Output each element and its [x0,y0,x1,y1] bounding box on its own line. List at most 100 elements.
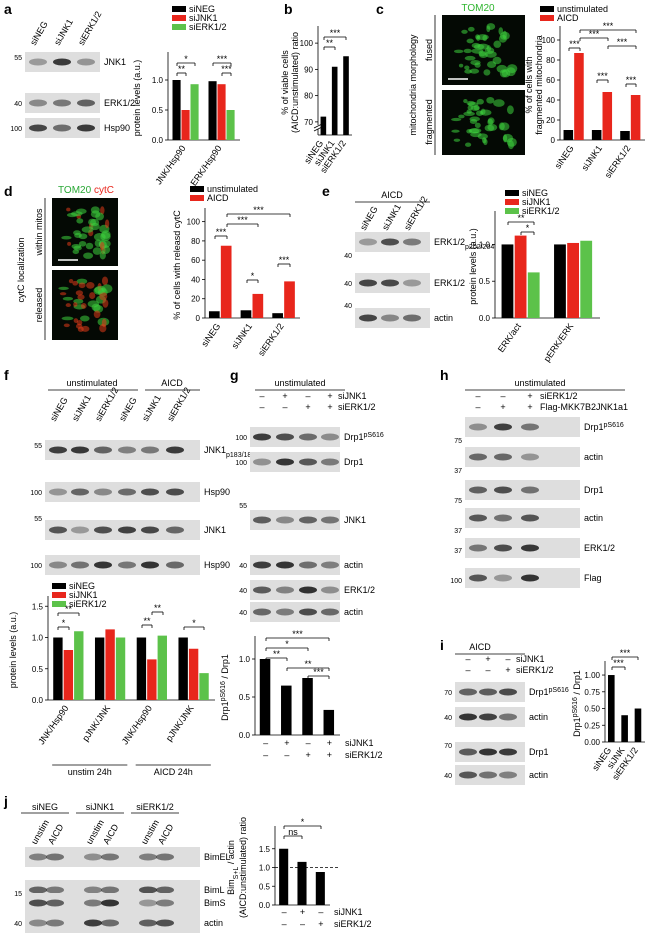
y-axis-label: % of viable cells [280,50,290,115]
mw-marker: 55 [239,503,247,510]
bar [302,678,313,735]
band-label: BimL [204,885,225,895]
y-axis-label-part: Drp1 [220,701,230,721]
y-tick-label: 1.0 [32,634,44,643]
blot-band [521,574,539,582]
significance-label: ** [154,603,162,613]
sign: – [305,391,310,401]
y-tick-label: 1.0 [152,76,164,85]
y-tick-label: 70 [304,118,313,127]
organelle [73,230,81,236]
band-label-part: pS616 [549,687,569,694]
blot-band [156,886,174,894]
organelle [66,207,71,212]
bar [608,675,615,742]
band-label-part: actin [434,313,453,323]
bar [74,631,84,700]
blot-band [156,853,174,861]
y-axis-label-part: pS616 [220,681,227,701]
blot-band [141,561,159,569]
y-tick-label: 40 [191,275,200,284]
blot-header: unstimulated [274,378,325,388]
significance-label: * [184,54,188,64]
organelle [68,279,74,284]
significance-label: *** [626,75,637,85]
significance-label: *** [221,64,232,74]
legend-label: unstimulated [207,184,258,194]
bar [621,715,628,742]
sign: + [318,919,323,929]
mw-marker: 37 [454,468,462,475]
panel-letter: b [284,1,293,17]
x-tick-label: pJNK/JNK [80,703,112,743]
blot-band [381,279,399,287]
band-label: Flag [584,573,602,583]
bar [157,635,167,701]
blot-band [118,446,136,454]
row-label: Flag-MKK7B2JNK1a1 [540,402,628,412]
band-label-part: JNK1 [344,515,366,525]
bar [188,648,199,700]
sign: – [282,919,287,929]
organelle [104,219,110,229]
significance-label: *** [597,71,608,81]
sign: – [284,750,289,760]
organelle [91,303,101,312]
sign: + [300,907,305,917]
y-axis-label: % of cells with [524,56,534,113]
lane-label: siJNK1 [52,17,75,47]
blot-band [94,446,112,454]
significance-label: ** [178,64,186,74]
band-label: Drp1 [584,485,604,495]
band-label: Hsp90 [204,487,230,497]
band-label-part: p202/204 [465,244,494,251]
legend-swatch [505,190,519,196]
organelle [80,302,87,309]
lane-label: siNEG [48,395,70,423]
significance-label: *** [620,648,631,658]
mw-marker: 55 [34,516,42,523]
band-label-part: ERK1/2 [344,585,375,595]
bar [580,240,593,318]
organelle [458,114,465,119]
y-tick-label: 1.0 [239,655,251,664]
bar [323,709,335,735]
axis-break-gap [314,125,322,129]
significance-label: * [251,271,255,281]
blot-band [469,514,487,522]
band-label: actin [584,513,603,523]
y-tick-label: 0.00 [584,738,600,747]
x-tick-label: JNK/Hsp90 [120,703,154,746]
bar [281,685,292,735]
mw-marker: 100 [30,563,42,570]
blot-band [321,433,339,441]
blot-band [53,124,71,132]
organelle [474,122,481,129]
sign: – [306,738,311,748]
band-label: Hsp90 [104,123,130,133]
significance-label: *** [253,205,264,215]
significance-label: * [192,618,196,628]
blot-strip [355,308,430,328]
legend-label: siERK1/2 [522,206,560,216]
blot-band [253,433,271,441]
blot-band [494,423,512,431]
organelle [100,206,105,215]
organelle [80,315,90,322]
y-tick-label: 0.0 [259,901,271,910]
bar [63,650,74,700]
bar [563,130,574,140]
x-tick-label: siERK1/2 [603,143,633,179]
blot-band [494,544,512,552]
blot-band [469,544,487,552]
bar [53,637,63,700]
row-label: siJNK1 [516,654,545,664]
lane-label: siJNK1 [380,202,403,232]
organelle [506,105,514,115]
bar [147,659,157,701]
blot-band [276,608,294,616]
band-label-part: Drp1 [584,485,604,495]
x-tick-label: siJNK1 [580,143,605,172]
significance-label: ** [517,213,525,223]
bar [297,861,307,906]
